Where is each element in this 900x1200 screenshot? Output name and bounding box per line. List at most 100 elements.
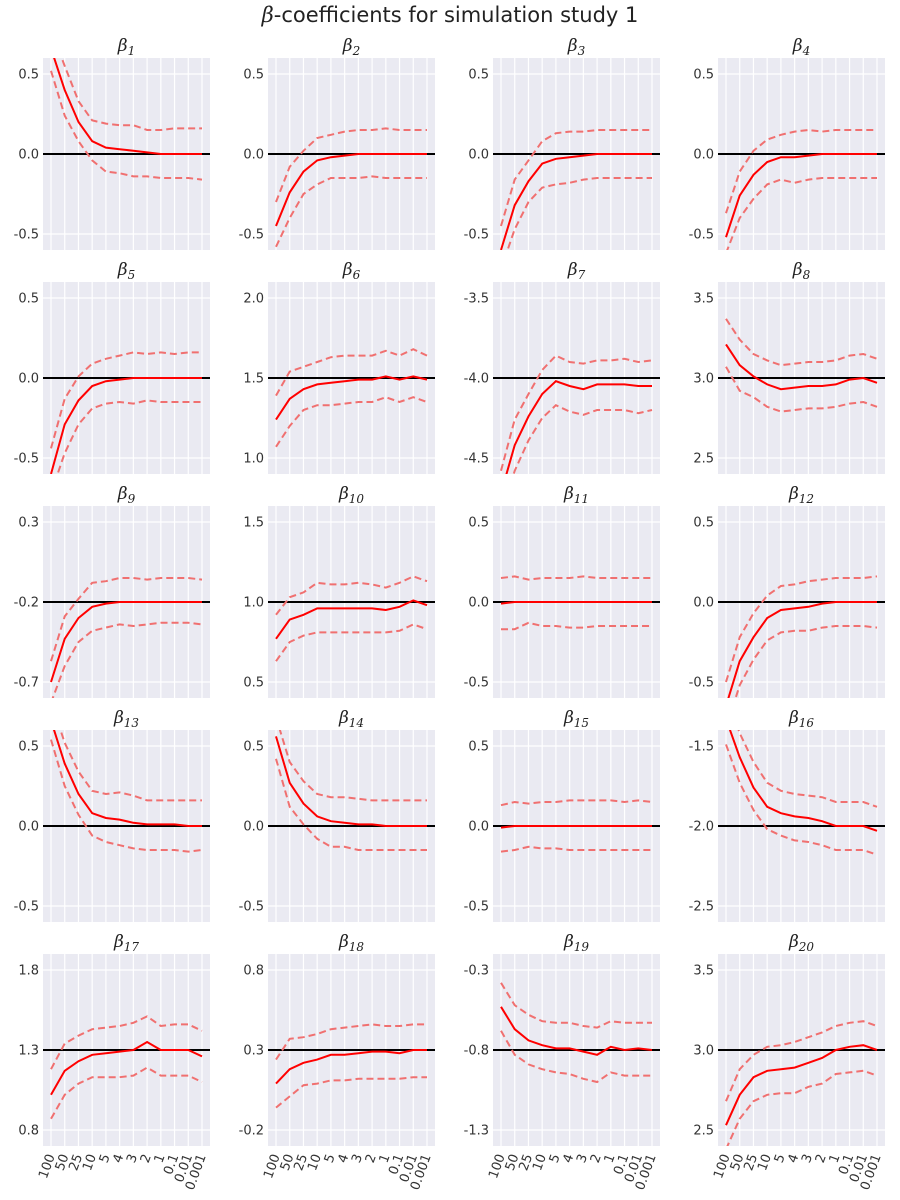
y-tick-label: -0.8	[464, 1044, 489, 1059]
y-tick-label: -0.2	[239, 1124, 264, 1139]
x-tick-label: 50	[503, 1152, 523, 1173]
lower-band-line	[275, 1076, 427, 1109]
y-tick-label: 1.3	[18, 1044, 39, 1059]
lower-band-line	[512, 404, 653, 474]
lower-band-line	[725, 744, 878, 856]
y-tick-label: 0.5	[243, 740, 264, 755]
panel-12: -0.5 0.0 0.5 β12	[689, 484, 885, 698]
panel-title: β15	[563, 708, 589, 730]
lower-band-line	[275, 758, 427, 851]
upper-band-line	[500, 799, 653, 807]
estimate-line	[727, 601, 877, 698]
estimate-line	[728, 730, 878, 832]
upper-band-line	[500, 129, 652, 227]
panel-series-area	[493, 354, 660, 474]
x-tick-label: 25	[516, 1152, 536, 1173]
panel-series-area	[718, 128, 885, 250]
panel-2: -0.5 0.0 0.5 β2	[239, 36, 435, 250]
y-tick-label: -0.5	[464, 900, 489, 915]
estimate-line	[50, 601, 202, 683]
y-tick-label: -1.5	[689, 740, 714, 755]
estimate-line	[275, 1049, 427, 1085]
estimate-line	[50, 377, 202, 474]
panel-title: β5	[117, 260, 135, 282]
panel-title-subscript: 17	[124, 940, 140, 954]
upper-band-line	[50, 577, 203, 662]
estimate-line	[725, 153, 877, 238]
y-tick-label: 0.5	[468, 516, 489, 531]
panel-14: -0.5 0.0 0.5 β14	[239, 708, 435, 922]
upper-band-line	[737, 730, 878, 808]
y-tick-label: 0.0	[468, 820, 489, 835]
panel-title-subscript: 16	[799, 716, 815, 730]
estimate-line	[50, 1040, 203, 1096]
y-tick-label: 0.5	[243, 676, 264, 691]
panel-19: -1.3-0.8-0.3β19100502510543210.10.010.00…	[464, 932, 660, 1192]
panel-title: β9	[117, 484, 136, 506]
estimate-line	[500, 1006, 653, 1056]
panel-title: β11	[563, 484, 589, 506]
x-tick-label: 0.1	[611, 1152, 632, 1177]
lower-band-line	[506, 177, 652, 250]
lower-band-line	[56, 399, 202, 474]
x-tick-label: 25	[741, 1152, 761, 1173]
y-tick-label: 0.0	[693, 596, 714, 611]
y-tick-label: -2.5	[689, 900, 714, 915]
y-tick-label: -0.5	[239, 900, 264, 915]
x-tick-label: 50	[53, 1152, 73, 1173]
panel-title-subscript: 3	[578, 44, 586, 58]
panel-series-area	[43, 351, 210, 474]
panel-title: β1	[117, 36, 135, 58]
panel-title: β12	[788, 484, 814, 506]
upper-band-line	[275, 575, 428, 616]
panel-9: -0.7 -0.2 0.3 β9	[14, 484, 210, 698]
panel-series-area	[493, 982, 660, 1084]
panel-4: -0.5 0.0 0.5 β4	[689, 36, 885, 250]
estimate-line	[505, 380, 652, 474]
lower-band-line	[500, 1030, 652, 1084]
panel-series-area	[268, 1023, 435, 1109]
y-tick-label: 0.0	[18, 820, 39, 835]
panel-title-subscript: 1	[128, 44, 136, 58]
panel-title: β4	[792, 36, 810, 58]
y-tick-label: -3.5	[464, 292, 489, 307]
y-tick-label: 3.0	[693, 1044, 714, 1059]
y-tick-label: 0.5	[468, 740, 489, 755]
y-tick-label: 0.5	[18, 292, 39, 307]
y-tick-label: 3.5	[693, 292, 714, 307]
lower-band-line	[50, 70, 203, 181]
y-tick-label: 0.0	[18, 372, 39, 387]
panel-title-subscript: 10	[349, 492, 365, 506]
panel-title: β7	[567, 260, 586, 282]
y-tick-label: 0.3	[243, 1044, 264, 1059]
panel-series-area	[718, 1020, 885, 1146]
panel-series-area	[43, 58, 210, 181]
x-tick-label: 50	[278, 1152, 298, 1173]
y-tick-label: -0.5	[14, 900, 39, 915]
upper-band-line	[275, 348, 428, 397]
lower-band-line	[50, 1066, 203, 1120]
y-tick-label: 1.0	[243, 452, 264, 467]
y-tick-label: -0.5	[14, 228, 39, 243]
panel-13: -0.5 0.0 0.5 β13	[14, 708, 210, 922]
y-tick-label: -0.5	[689, 676, 714, 691]
lower-band-line	[501, 621, 652, 631]
x-tick-label: 0.1	[161, 1152, 182, 1177]
lower-band-line	[275, 623, 428, 662]
y-tick-label: 3.0	[693, 372, 714, 387]
upper-band-line	[50, 1015, 203, 1070]
y-tick-label: 0.3	[18, 516, 39, 531]
panel-title: β6	[342, 260, 361, 282]
panel-title-subscript: 14	[349, 716, 364, 730]
panel-title: β14	[338, 708, 364, 730]
estimate-line	[275, 599, 428, 640]
y-tick-label: -2.0	[689, 820, 714, 835]
panel-title-subscript: 19	[574, 940, 590, 954]
y-tick-label: 0.5	[468, 68, 489, 83]
y-tick-label: 0.5	[243, 68, 264, 83]
lower-band-line	[725, 366, 878, 413]
panel-series-area	[268, 575, 435, 662]
panel-title-subscript: 8	[803, 268, 811, 282]
